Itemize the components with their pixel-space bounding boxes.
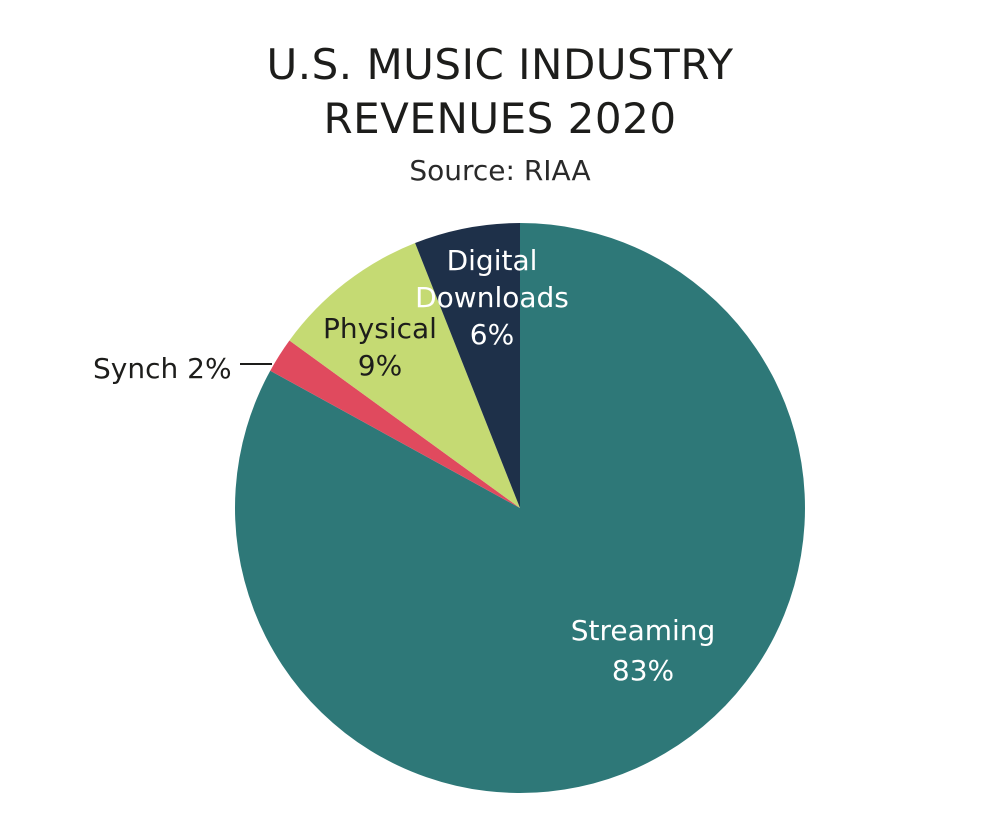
slice-label-digital-downloads: Digital Downloads 6% xyxy=(415,244,569,351)
slice-label-line: 83% xyxy=(612,654,674,687)
pie-slice-digital-downloads xyxy=(415,223,520,508)
slice-label-line: Digital xyxy=(447,244,538,277)
slice-label-line: 9% xyxy=(358,349,402,382)
slice-label-line: 6% xyxy=(470,318,514,351)
slice-label-streaming: Streaming 83% xyxy=(571,614,716,687)
pie-slice-streaming xyxy=(234,223,805,793)
slice-label-line: Downloads xyxy=(415,281,569,314)
slice-label-line: Synch 2% xyxy=(93,352,232,385)
pie-slice-physical xyxy=(289,243,520,508)
chart-subtitle: Source: RIAA xyxy=(409,154,591,187)
slice-label-synch: Synch 2% xyxy=(93,352,232,385)
slice-label-physical: Physical 9% xyxy=(323,312,437,382)
pie-slice-synch xyxy=(270,340,520,508)
chart-title-line-2: REVENUES 2020 xyxy=(323,94,677,143)
chart-title-block: U.S. MUSIC INDUSTRY REVENUES 2020 Source… xyxy=(0,38,1000,188)
slice-label-line: Streaming xyxy=(571,614,716,647)
slice-label-line: Physical xyxy=(323,312,437,345)
chart-title-line-1: U.S. MUSIC INDUSTRY xyxy=(266,40,734,89)
